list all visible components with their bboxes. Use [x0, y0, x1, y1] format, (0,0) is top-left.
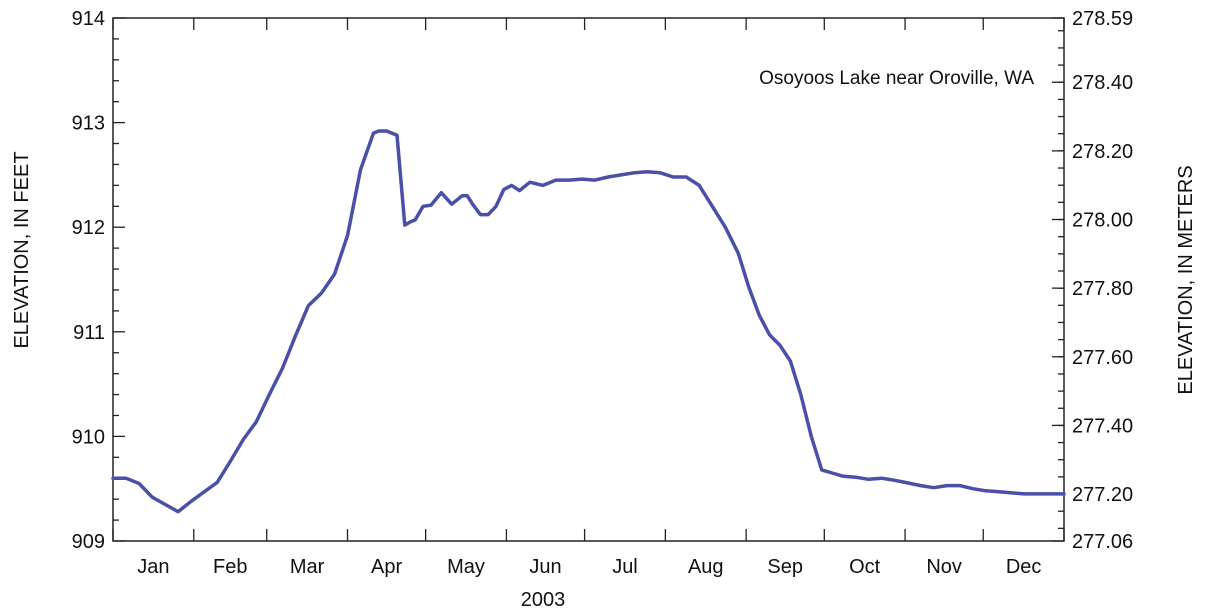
x-tick-label-jun: Jun	[529, 556, 561, 578]
x-tick-label-apr: Apr	[371, 556, 402, 578]
y-tick-label-left: 910	[72, 426, 105, 448]
chart-annotation: Osoyoos Lake near Oroville, WA	[759, 68, 1034, 89]
y-axis-title-left: ELEVATION, IN FEET	[11, 151, 33, 348]
y-tick-label-right: 277.60	[1072, 347, 1133, 369]
y-tick-label-left: 909	[72, 531, 105, 553]
y-tick-label-right: 277.20	[1072, 484, 1133, 506]
y-tick-label-left: 912	[72, 217, 105, 239]
x-tick-label-mar: Mar	[290, 556, 325, 578]
x-axis-title: 2003	[521, 589, 566, 611]
y-tick-label-right: 278.20	[1072, 141, 1133, 163]
plot-frame	[112, 17, 1065, 542]
x-tick-label-jan: Jan	[137, 556, 169, 578]
y-tick-label-right: 277.80	[1072, 278, 1133, 300]
x-tick-label-jul: Jul	[612, 556, 638, 578]
x-tick-label-sep: Sep	[767, 556, 803, 578]
y-tick-label-left: 913	[72, 113, 105, 135]
x-tick-label-oct: Oct	[849, 556, 881, 578]
y-tick-label-right: 278.59	[1072, 8, 1133, 30]
axis-ticks	[112, 17, 1065, 542]
y-tick-label-right: 278.40	[1072, 72, 1133, 94]
tick-labels: 909 910 911 912 913 914 277.06 277.20 277.40 277.…	[72, 8, 1134, 578]
x-tick-label-nov: Nov	[926, 556, 962, 578]
x-tick-label-may: May	[447, 556, 485, 578]
y-tick-label-left: 914	[72, 8, 105, 30]
y-tick-label-left: 911	[73, 322, 105, 344]
y-axis-title-right: ELEVATION, IN METERS	[1175, 165, 1197, 394]
x-tick-label-dec: Dec	[1006, 556, 1042, 578]
y-tick-label-right: 277.40	[1072, 415, 1133, 437]
elevation-series-line	[111, 129, 1066, 514]
y-tick-label-right: 277.06	[1072, 531, 1133, 553]
x-tick-label-aug: Aug	[688, 556, 724, 578]
x-tick-label-feb: Feb	[213, 556, 247, 578]
y-tick-label-right: 278.00	[1072, 210, 1133, 232]
